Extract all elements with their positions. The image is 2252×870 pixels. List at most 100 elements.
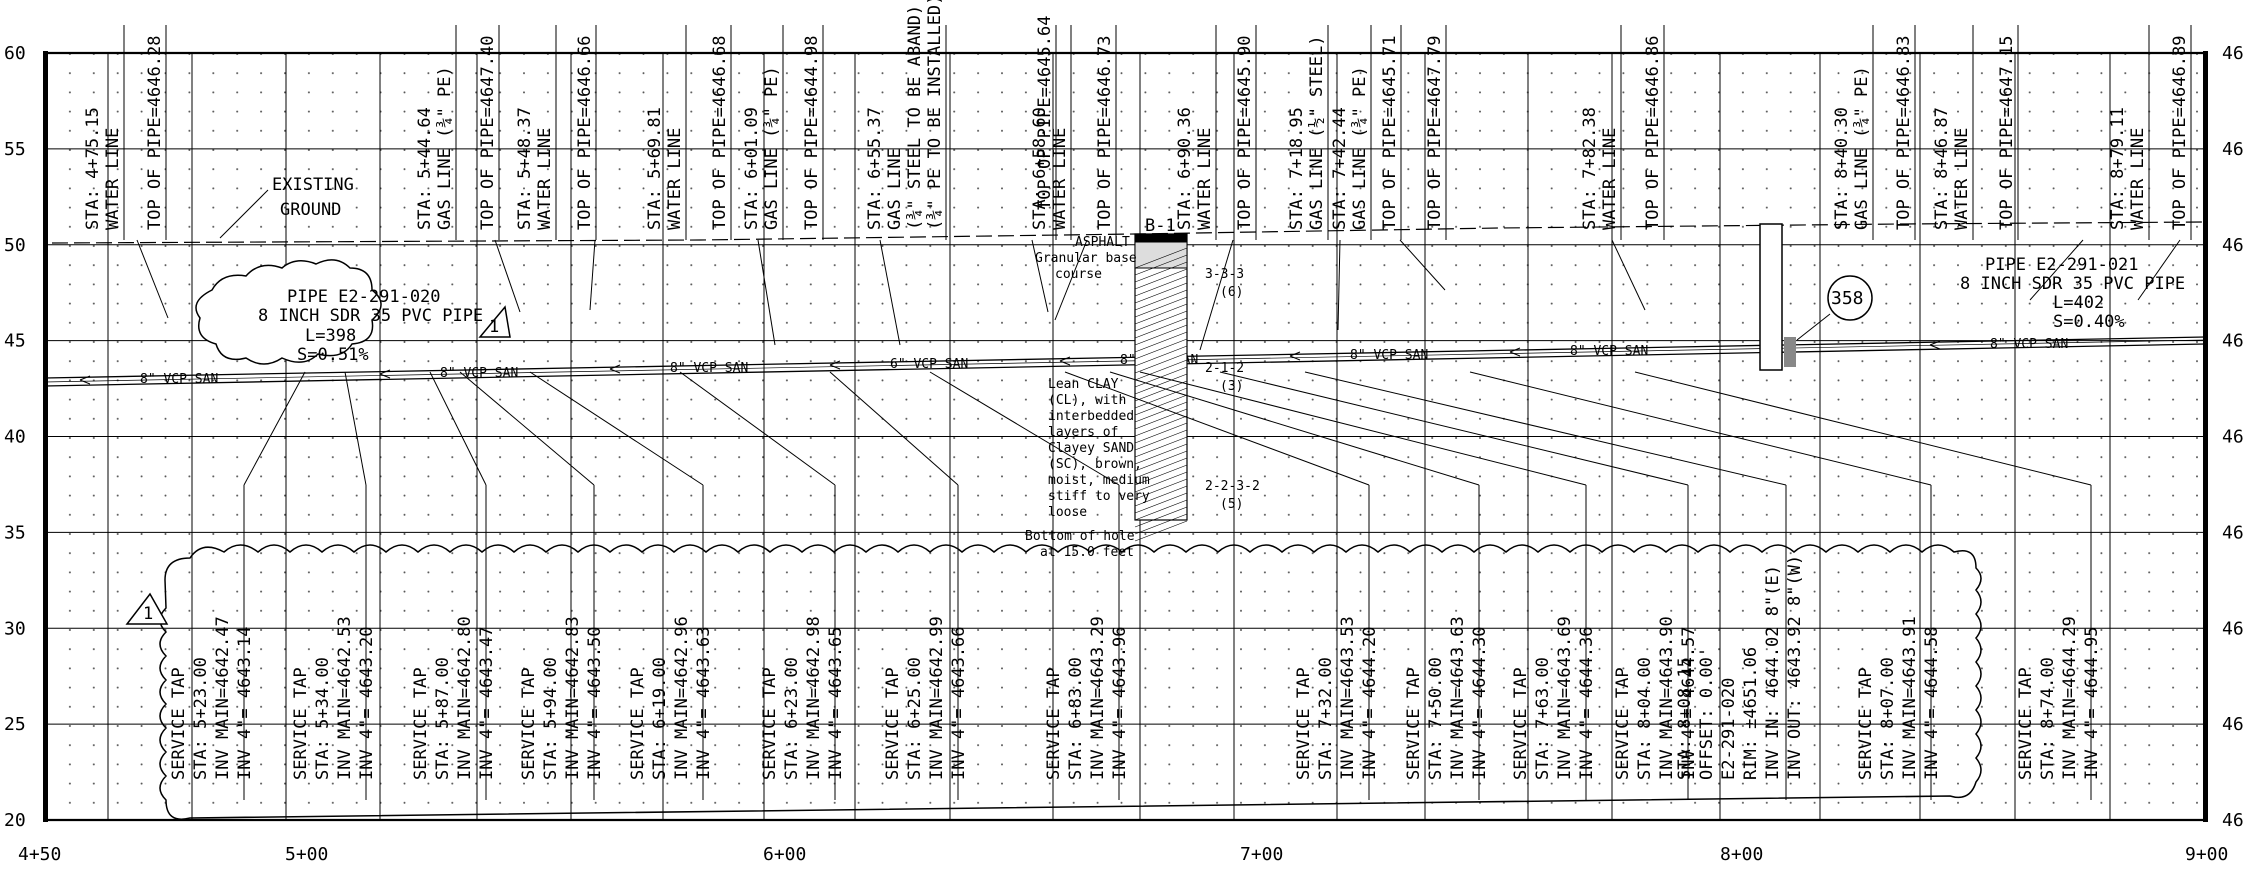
service-callout-cloud — [159, 544, 1982, 820]
utility-crossing-group: TOP OF PIPE=4646.73 — [1095, 36, 1115, 230]
utility-crossing-line: GAS LINE (¾" PE) — [762, 66, 782, 230]
pipe-callout-right-line: 8 INCH SDR 35 PVC PIPE — [1960, 274, 2185, 294]
clay-hatch — [1134, 282, 1188, 304]
manhole-id-label: 358 — [1831, 288, 1864, 309]
service-tap-line: INV 4"= 4644.57 — [1679, 626, 1699, 780]
utility-crossing-group: TOP OF PIPE=4647.40 — [478, 36, 498, 230]
utility-crossing-line: STA: 6+90.36 — [1175, 107, 1195, 230]
service-tap-line: INV MAIN=4642.96 — [672, 616, 692, 780]
service-tap-group: SERVICE TAP STA: 5+94.00 INV MAIN=4642.83 I… — [519, 616, 605, 780]
service-tap-line — [1304, 371, 1787, 486]
utility-tick — [494, 239, 521, 313]
clay-hatch — [1134, 268, 1188, 290]
utility-crossing-line: STA: 5+44.64 — [415, 107, 435, 230]
service-tap-line — [829, 371, 959, 486]
utility-crossing-group: STA: 5+48.37 WATER LINE — [515, 107, 555, 230]
existing-ground-line — [51, 221, 2206, 244]
clay-hatch — [1134, 429, 1188, 451]
soil-description: layers of — [1048, 425, 1118, 440]
utility-crossing-line: WATER LINE — [1952, 128, 1972, 230]
station-label: 4+50 — [18, 844, 61, 865]
service-tap-group: SERVICE TAP STA: 7+50.00 INV MAIN=4643.63 I… — [1404, 616, 1490, 780]
clay-hatch — [1134, 331, 1188, 353]
pipe-callout-left-line: L=398 — [305, 326, 356, 346]
service-tap-line: SERVICE TAP — [883, 667, 903, 780]
clay-hatch — [1134, 387, 1188, 409]
utility-crossing-line: STA: 7+42.44 — [1330, 107, 1350, 230]
utility-crossing-line: TOP OF PIPE=4645.90 — [1235, 36, 1255, 230]
service-tap-group: SERVICE TAP STA: 7+63.00 INV MAIN=4643.69 I… — [1511, 616, 1597, 780]
soil-description: moist, medium — [1048, 473, 1150, 488]
service-tap-line: INV MAIN=4643.90 — [1657, 616, 1677, 780]
manhole-structure — [1759, 223, 1783, 371]
service-tap-line: INV 4"= 4643.47 — [477, 626, 497, 780]
service-tap-line: INV 4"= 4644.36 — [1577, 626, 1597, 780]
elevation-label-left: 30 — [4, 618, 26, 639]
service-tap-line: STA: 8+74.00 — [2038, 657, 2058, 780]
clay-hatch — [1134, 352, 1188, 374]
service-tap-line: SERVICE TAP — [2016, 667, 2036, 780]
utility-crossing-group: STA: 4+75.15 WATER LINE — [83, 107, 123, 230]
utility-crossing-group: STA: 6+90.36 WATER LINE — [1175, 107, 1215, 230]
service-tap-line: INV 4"= 4643.14 — [235, 626, 255, 780]
utility-crossing-group: TOP OF PIPE=4645.71 — [1380, 36, 1400, 230]
clay-hatch — [1134, 513, 1188, 535]
elevation-label-right: 46 — [2222, 522, 2244, 543]
utility-crossing-line: WATER LINE — [103, 128, 123, 230]
clay-hatch — [1134, 394, 1188, 416]
service-tap-line: STA: 5+87.00 — [433, 657, 453, 780]
service-tap-line: SERVICE TAP — [1044, 667, 1064, 780]
service-tap-group: SERVICE TAP STA: 5+34.00 INV MAIN=4642.53 I… — [291, 616, 377, 780]
flow-arrow — [829, 360, 841, 370]
ground-label: EXISTING — [272, 175, 354, 195]
service-tap-group: SERVICE TAP STA: 6+19.00 INV MAIN=4642.96 I… — [628, 616, 714, 780]
utility-crossing-group: STA: 6+01.09 GAS LINE (¾" PE) — [742, 66, 782, 230]
service-tap-line: INV 4"= 4643.96 — [1110, 626, 1130, 780]
clay-hatch — [1134, 380, 1188, 402]
service-tap-line — [1064, 371, 1370, 486]
service-tap-line — [1139, 371, 1587, 486]
utility-crossing-group: STA: 5+44.64 GAS LINE (¾" PE) — [415, 66, 455, 230]
service-tap-group: SERVICE TAP STA: 6+83.00 INV MAIN=4643.29 I… — [1044, 616, 1130, 780]
blow-count-total: (5) — [1220, 497, 1243, 512]
pipe-label: 8" VCP SAN — [1570, 344, 1648, 359]
flow-arrow — [609, 364, 621, 374]
utility-crossing-line: GAS LINE (¾" PE) — [1350, 66, 1370, 230]
service-tap-line: STA: 7+32.00 — [1316, 657, 1336, 780]
utility-crossing-line: WATER LINE — [665, 128, 685, 230]
service-tap-group: SERVICE TAP STA: 6+25.00 INV MAIN=4642.99 I… — [883, 616, 969, 780]
elevation-label-right: 46 — [2222, 235, 2244, 256]
service-tap-line — [459, 371, 595, 486]
utility-tick — [1031, 239, 1049, 313]
pipe-callout-left-line: S=0.51% — [297, 345, 369, 365]
utility-crossing-line: TOP OF PIPE=4647.79 — [1425, 36, 1445, 230]
blow-count: 2-1-2 — [1205, 361, 1244, 376]
utility-crossing-line: GAS LINE (¾" PE) — [435, 66, 455, 230]
elevation-label-right: 46 — [2222, 810, 2244, 831]
service-tap-line: STA: 5+23.00 — [191, 657, 211, 780]
service-tap-group: SERVICE TAP STA: 6+23.00 INV MAIN=4642.98 I… — [760, 616, 846, 780]
service-tap-line: STA: 5+94.00 — [541, 657, 561, 780]
service-tap-line: STA: 6+83.00 — [1066, 657, 1086, 780]
utility-crossing-line: STA: 8+79.11 — [2108, 107, 2128, 230]
service-tap-line — [1634, 371, 2092, 486]
clay-hatch — [1134, 345, 1188, 367]
ground-leader — [219, 189, 269, 239]
manhole-marker — [1784, 337, 1796, 367]
service-tap-line: SERVICE TAP — [411, 667, 431, 780]
utility-crossing-group: STA: 8+79.11 WATER LINE — [2108, 107, 2148, 230]
utility-tick — [1337, 239, 1341, 331]
pipe-callout-left-line: 8 INCH SDR 35 PVC PIPE — [258, 306, 483, 326]
utility-crossing-group: TOP OF PIPE=4647.79 — [1425, 36, 1445, 230]
clay-hatch — [1134, 415, 1188, 437]
utility-tick — [1054, 239, 1088, 321]
utility-crossing-group: STA: 6+55.37 GAS LINE (¾" STEEL TO BE ABAN… — [865, 0, 945, 230]
service-tap-line: STA: 6+25.00 — [905, 657, 925, 780]
service-tap-line: SERVICE TAP — [1856, 667, 1876, 780]
service-tap-line: STA: 6+19.00 — [650, 657, 670, 780]
asphalt-label: ASPHALT — [1075, 235, 1130, 250]
soil-description: stiff to very — [1048, 489, 1150, 504]
clay-hatch — [1134, 317, 1188, 339]
utility-tick — [1399, 239, 1446, 291]
clay-hatch — [1134, 485, 1188, 507]
